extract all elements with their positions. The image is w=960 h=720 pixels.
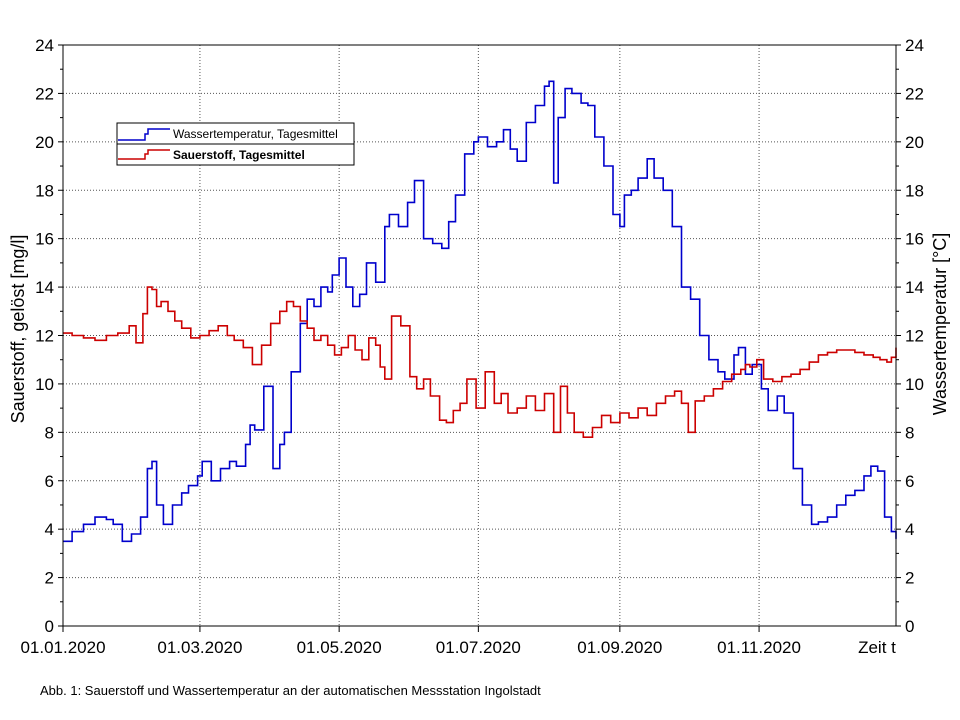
- y-tick-label-right: 22: [905, 84, 924, 103]
- x-tick-label: 01.03.2020: [157, 638, 242, 657]
- y-tick-label-left: 2: [45, 569, 54, 588]
- y-axis-left-title: Sauerstoff, gelöst [mg/l]: [8, 235, 28, 424]
- y-tick-label-right: 12: [905, 327, 924, 346]
- legend-label-oxygen: Sauerstoff, Tagesmittel: [173, 148, 305, 162]
- y-tick-label-left: 0: [45, 617, 54, 636]
- y-tick-label-right: 4: [905, 520, 914, 539]
- y-axis-right-title: Wassertemperatur [°C]: [930, 233, 950, 416]
- x-tick-label: 01.01.2020: [20, 638, 105, 657]
- y-tick-label-left: 8: [45, 423, 54, 442]
- x-tick-label: 01.05.2020: [297, 638, 382, 657]
- legend-swatch-temperature: [118, 128, 170, 141]
- figure-caption: Abb. 1: Sauerstoff und Wassertemperatur …: [40, 683, 541, 698]
- y-tick-label-left: 16: [35, 230, 54, 249]
- series-layer: [63, 80, 897, 543]
- y-tick-label-right: 0: [905, 617, 914, 636]
- x-axis-title: Zeit t: [858, 638, 896, 657]
- y-tick-label-left: 4: [45, 520, 54, 539]
- y-tick-label-right: 20: [905, 133, 924, 152]
- y-tick-label-right: 8: [905, 423, 914, 442]
- y-tick-label-left: 24: [35, 36, 54, 55]
- y-tick-label-right: 18: [905, 181, 924, 200]
- y-tick-label-left: 22: [35, 84, 54, 103]
- x-tick-label: 01.09.2020: [577, 638, 662, 657]
- legend-label-temperature: Wassertemperatur, Tagesmittel: [173, 127, 338, 141]
- y-tick-label-left: 12: [35, 327, 54, 346]
- y-tick-label-left: 18: [35, 181, 54, 200]
- legend: Wassertemperatur, Tagesmittel Sauerstoff…: [116, 122, 355, 166]
- y-tick-label-left: 10: [35, 375, 54, 394]
- legend-swatch-oxygen: [118, 149, 170, 160]
- x-tick-label: 01.11.2020: [717, 638, 801, 657]
- series-line-oxygen: [63, 286, 897, 438]
- y-tick-label-right: 6: [905, 472, 914, 491]
- y-tick-label-left: 6: [45, 472, 54, 491]
- y-tick-label-right: 14: [905, 278, 924, 297]
- y-tick-label-right: 24: [905, 36, 924, 55]
- y-tick-label-right: 16: [905, 230, 924, 249]
- y-tick-label-left: 14: [35, 278, 54, 297]
- y-tick-label-right: 2: [905, 569, 914, 588]
- x-tick-label: 01.07.2020: [436, 638, 521, 657]
- y-tick-label-left: 20: [35, 133, 54, 152]
- series-line-temperature: [63, 80, 897, 543]
- y-tick-label-right: 10: [905, 375, 924, 394]
